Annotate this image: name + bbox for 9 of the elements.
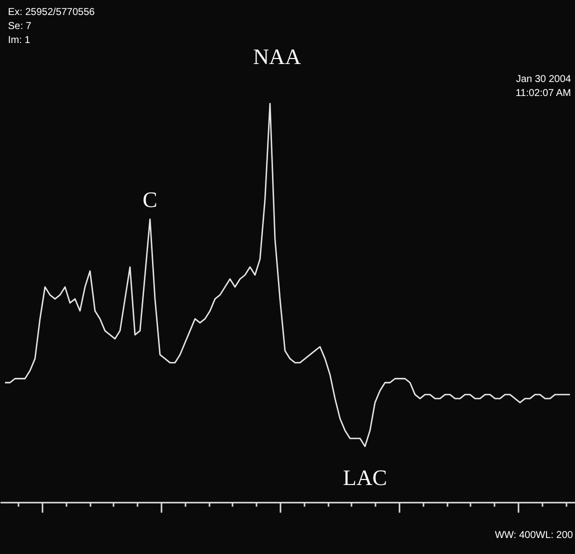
text: Im: 1	[8, 35, 31, 46]
text: NAA	[253, 44, 301, 69]
text: WW: 400WL: 200	[494, 530, 574, 541]
text: 11:02:07 AM	[516, 88, 571, 99]
text: Se: 7	[8, 21, 32, 32]
text: Jan 30 2004	[516, 74, 572, 85]
annotation: C	[142, 187, 158, 212]
text: Ex: 25952/5770556	[8, 7, 96, 18]
annotation: LAC	[343, 465, 387, 490]
